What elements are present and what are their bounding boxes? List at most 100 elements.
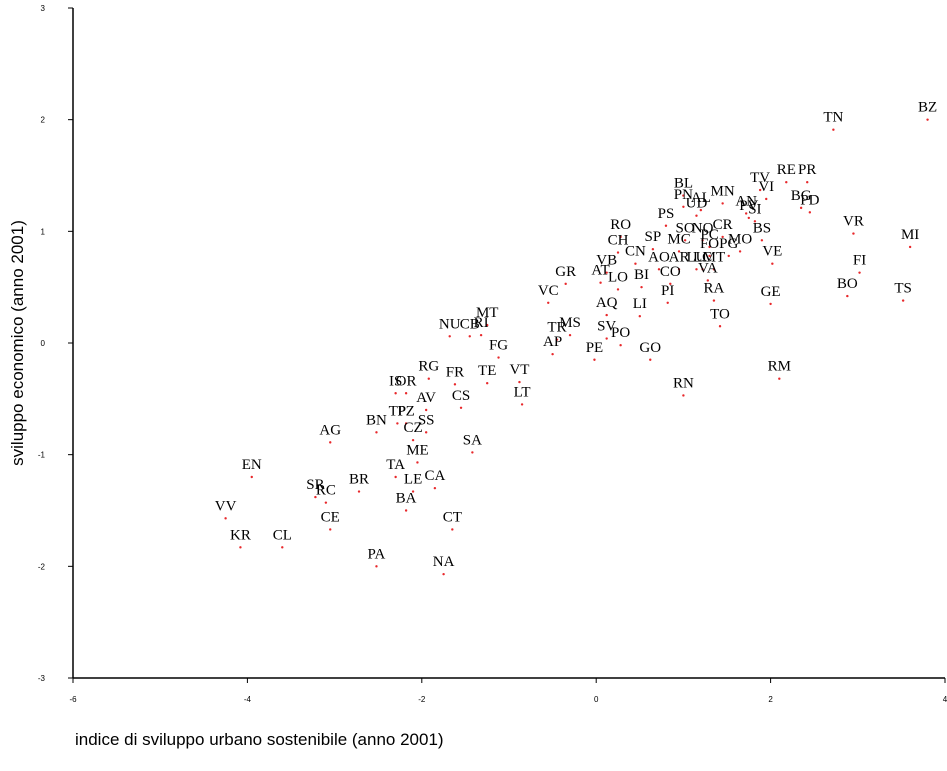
data-point-label: PC: [700, 227, 718, 243]
data-point: [555, 338, 559, 341]
data-point: [701, 268, 704, 271]
data-point: [677, 250, 681, 253]
data-point: [394, 475, 397, 479]
data-point: [329, 528, 332, 531]
x-tick-label: -4: [244, 695, 252, 704]
data-point: [616, 288, 620, 291]
data-point-label: BN: [366, 412, 387, 428]
y-tick-label: 3: [41, 4, 46, 13]
data-point-label: VE: [762, 244, 782, 260]
data-point: [619, 344, 622, 347]
data-point-label: VB: [596, 253, 617, 269]
data-point-label: RG: [418, 359, 439, 375]
data-point-label: AN: [735, 193, 757, 209]
data-point: [682, 194, 685, 197]
data-point: [758, 188, 762, 192]
data-point: [638, 315, 641, 318]
data-point: [701, 239, 704, 242]
data-point-label: BZ: [918, 100, 937, 116]
data-point-label: LE: [404, 472, 422, 488]
data-point-label: MS: [559, 315, 581, 331]
data-point-label: PI: [661, 283, 674, 299]
y-tick-label: 1: [41, 227, 46, 236]
data-point-label: TN: [823, 110, 843, 126]
data-point-label: BO: [837, 276, 858, 292]
data-point-label: PN: [674, 187, 693, 203]
data-point: [682, 205, 685, 208]
data-point-label: AP: [543, 334, 562, 350]
data-point-label: PR: [798, 162, 816, 178]
data-point-label: PO: [611, 325, 630, 341]
data-point: [640, 285, 643, 289]
data-point-label: SP: [645, 229, 662, 245]
data-point: [281, 546, 284, 549]
data-point: [908, 245, 912, 249]
x-tick-label: 4: [943, 695, 947, 704]
data-point-label: SA: [463, 432, 482, 448]
y-tick-label: -3: [38, 674, 46, 683]
data-point: [683, 239, 687, 242]
data-point: [404, 422, 408, 425]
data-point: [518, 380, 521, 384]
data-point-label: FR: [446, 364, 464, 380]
data-point: [448, 335, 451, 338]
data-point-label: NO: [692, 220, 714, 236]
data-point-label: TV: [750, 170, 770, 186]
data-point-label: SV: [597, 319, 616, 335]
data-point-label: ME: [406, 442, 429, 458]
data-point: [396, 422, 399, 425]
data-point-label: KR: [230, 527, 251, 543]
data-point: [619, 235, 622, 239]
data-point: [926, 118, 929, 121]
data-point-label: RC: [316, 483, 336, 499]
data-point: [224, 517, 227, 520]
data-point-label: RO: [610, 217, 631, 233]
data-point-label: VR: [843, 214, 864, 230]
data-point: [769, 302, 772, 306]
data-point: [634, 262, 637, 265]
x-tick-label: 2: [768, 695, 773, 704]
data-point-label: TP: [389, 403, 407, 419]
y-tick-label: -2: [38, 562, 46, 571]
data-point-label: TS: [894, 281, 912, 297]
data-point: [551, 352, 554, 356]
data-point: [669, 282, 672, 286]
data-point: [699, 208, 703, 212]
data-point-label: RM: [768, 359, 791, 375]
data-point-label: AL: [691, 190, 711, 206]
data-point-label: FI: [853, 253, 866, 269]
data-point-label: AV: [416, 390, 436, 406]
data-point: [771, 262, 774, 265]
data-point-label: MT: [476, 305, 499, 321]
y-axis-title: sviluppo economico (anno 2001): [8, 220, 27, 466]
data-point: [471, 451, 474, 454]
data-point: [677, 268, 681, 271]
data-point: [394, 392, 397, 395]
x-tick-label: -2: [418, 695, 426, 704]
data-point-label: RE: [777, 162, 796, 178]
data-point-label: MO: [728, 231, 752, 247]
data-point: [433, 486, 437, 490]
data-point-label: PG: [719, 236, 738, 252]
data-point: [605, 337, 608, 340]
data-point-label: BI: [634, 267, 649, 283]
data-point-label: VA: [698, 260, 718, 276]
data-point: [744, 212, 748, 215]
data-point: [427, 377, 430, 380]
data-point-label: CB: [460, 316, 480, 332]
data-point: [712, 268, 716, 271]
data-point-label: CL: [273, 527, 292, 543]
data-point: [486, 323, 489, 327]
data-point-label: LI: [633, 296, 647, 312]
data-point-label: GO: [639, 340, 661, 356]
y-tick-label: -1: [38, 451, 46, 460]
y-tick-label: 2: [41, 116, 46, 125]
data-point-label: AG: [319, 422, 341, 438]
data-point: [616, 251, 620, 254]
data-point-label: LC: [693, 249, 712, 265]
data-point: [239, 546, 242, 549]
data-point-label: TE: [478, 363, 496, 379]
data-point-label: GE: [761, 284, 781, 300]
